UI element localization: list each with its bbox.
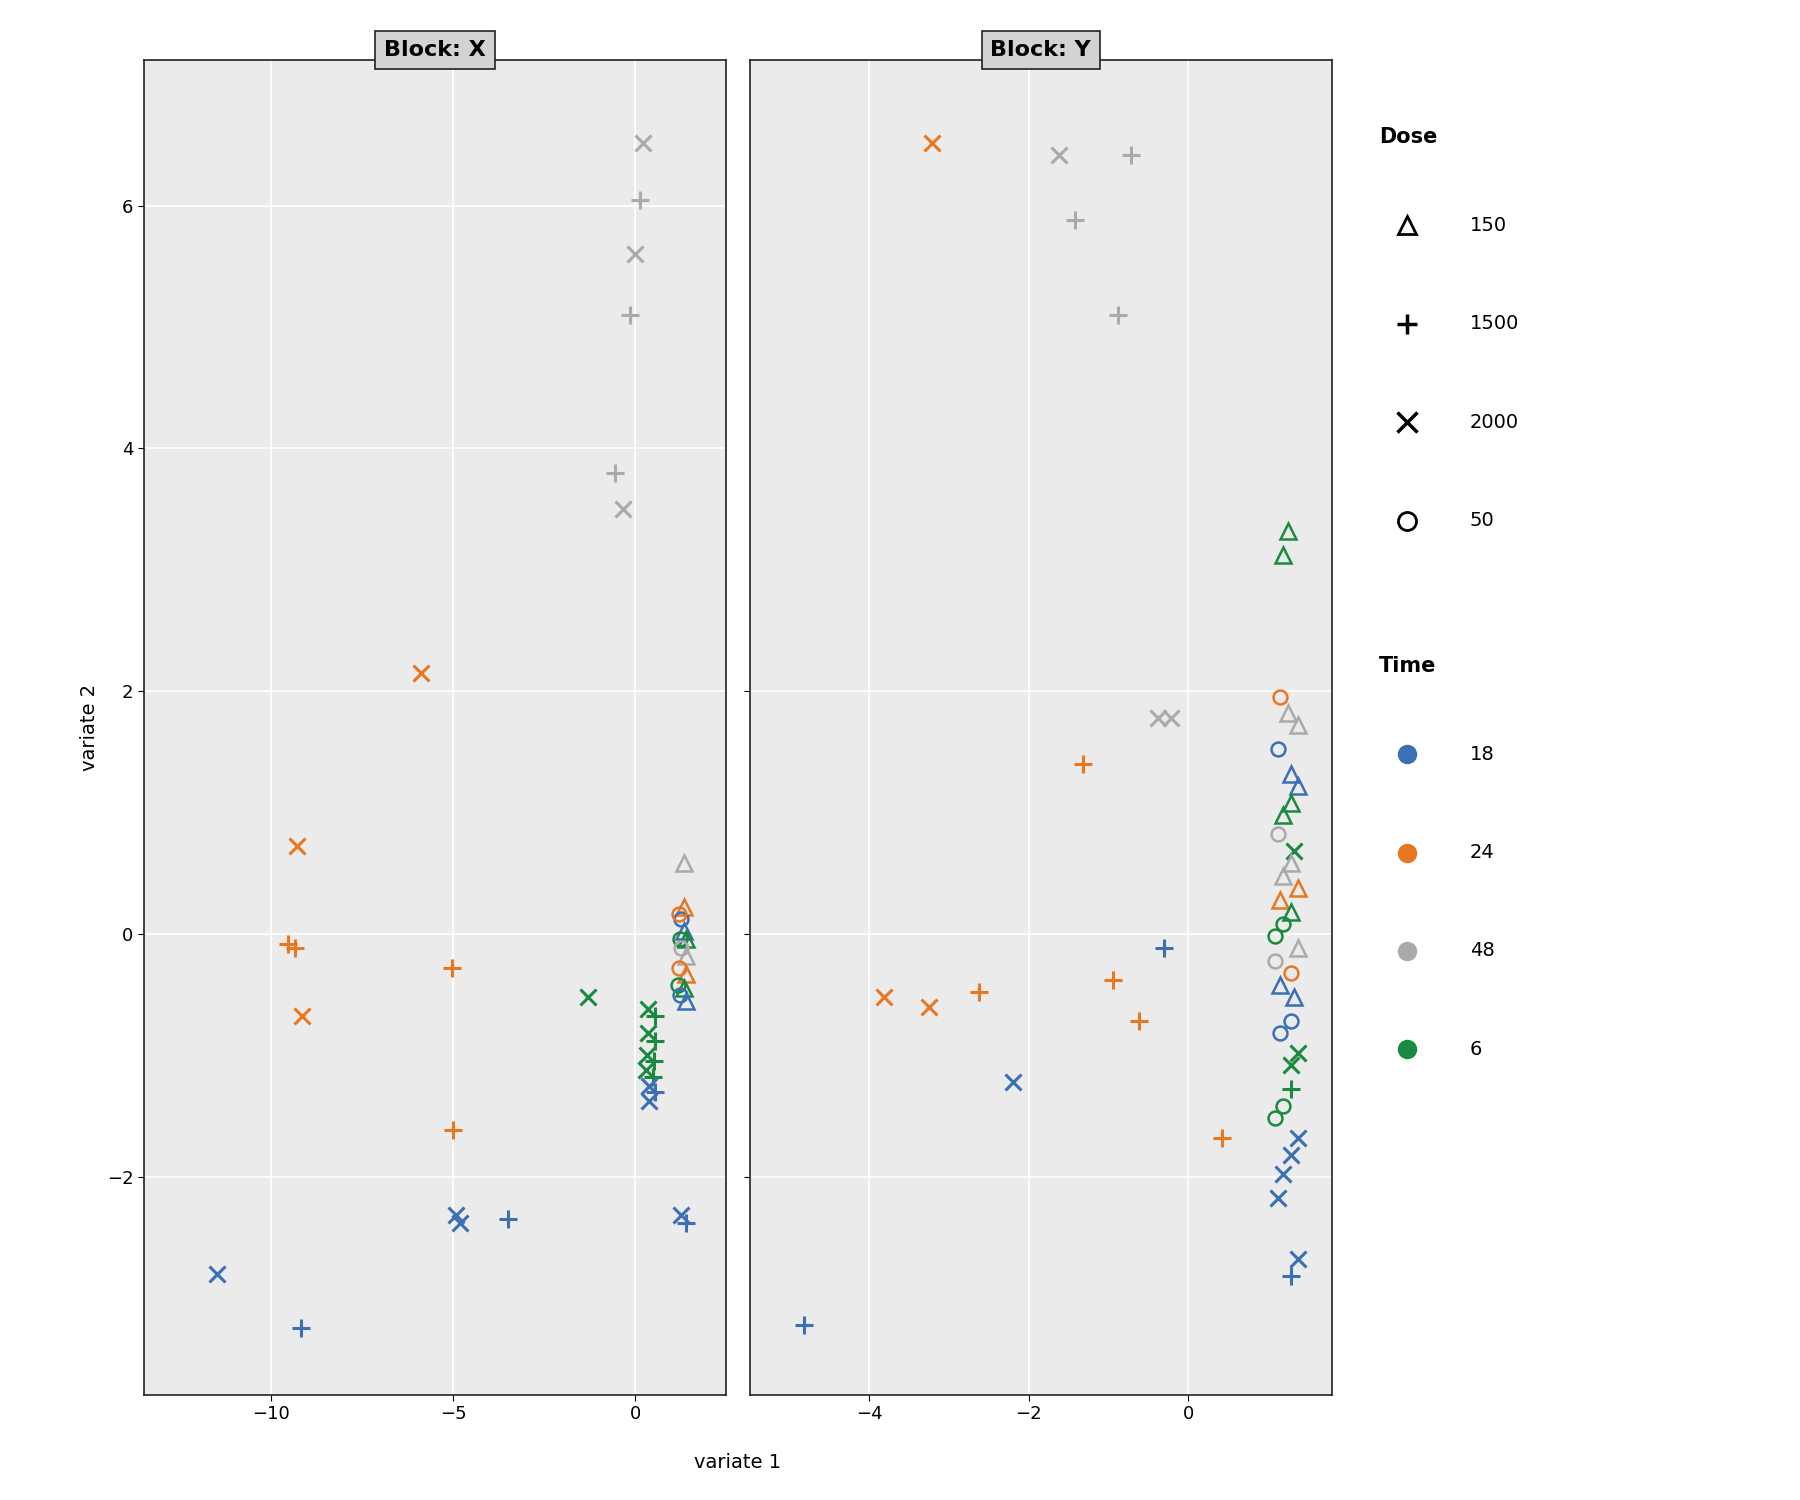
Title: Block: Y: Block: Y [990, 40, 1091, 60]
Text: 24: 24 [1471, 843, 1494, 862]
Text: 2000: 2000 [1471, 413, 1519, 432]
Title: Block: X: Block: X [385, 40, 486, 60]
Text: Dose: Dose [1379, 128, 1436, 147]
Text: 50: 50 [1471, 512, 1494, 530]
Text: 1500: 1500 [1471, 314, 1519, 333]
Text: Time: Time [1379, 656, 1436, 676]
Text: 150: 150 [1471, 216, 1507, 236]
Text: variate 1: variate 1 [695, 1454, 781, 1472]
Text: 6: 6 [1471, 1040, 1481, 1059]
Text: 18: 18 [1471, 744, 1494, 764]
Y-axis label: variate 2: variate 2 [79, 684, 99, 771]
Text: 48: 48 [1471, 942, 1494, 960]
